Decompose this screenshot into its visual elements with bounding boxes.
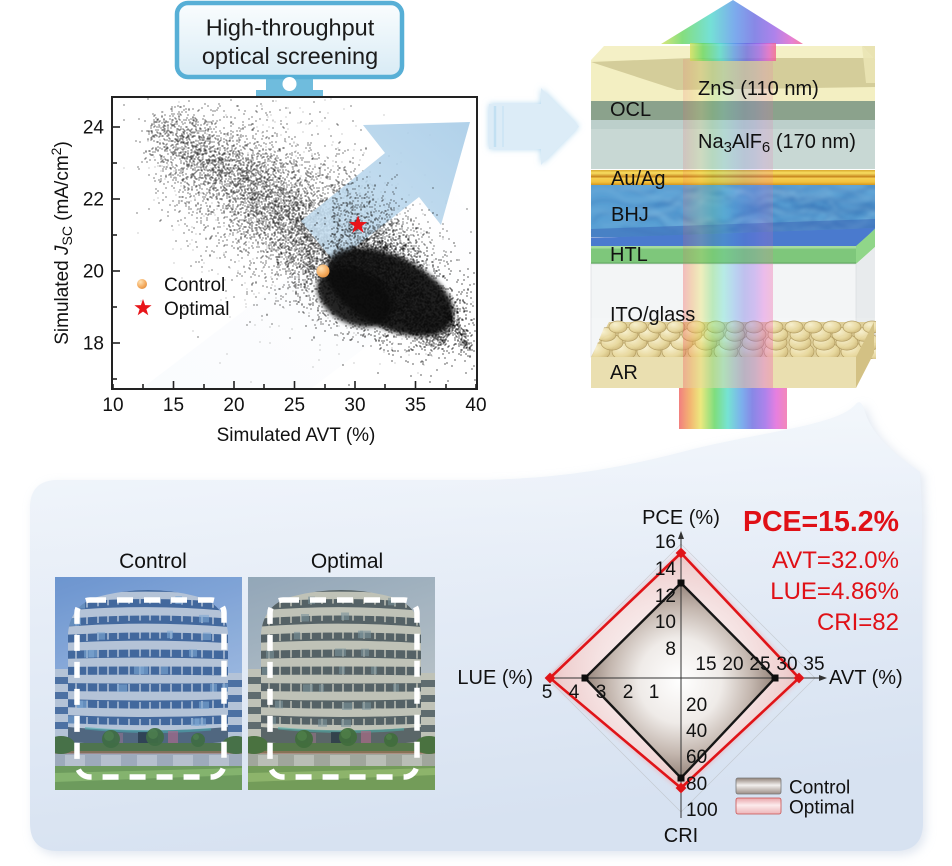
svg-text:PCE=15.2%: PCE=15.2% xyxy=(743,506,899,538)
svg-text:18: 18 xyxy=(83,334,104,355)
svg-text:20: 20 xyxy=(83,262,104,283)
svg-text:25: 25 xyxy=(749,654,770,675)
svg-text:1: 1 xyxy=(649,682,660,703)
svg-text:AVT (%): AVT (%) xyxy=(829,667,903,689)
svg-text:HTL: HTL xyxy=(610,244,648,266)
svg-text:10: 10 xyxy=(102,395,123,416)
svg-text:Control: Control xyxy=(789,778,850,799)
svg-text:24: 24 xyxy=(83,118,105,139)
svg-text:AVT=32.0%: AVT=32.0% xyxy=(772,547,899,574)
svg-text:40: 40 xyxy=(686,721,707,742)
svg-text:Optimal: Optimal xyxy=(789,798,854,819)
svg-text:25: 25 xyxy=(284,395,305,416)
svg-text:AR: AR xyxy=(610,362,638,384)
svg-text:CRI=82: CRI=82 xyxy=(817,609,899,636)
svg-text:Control: Control xyxy=(119,550,187,573)
svg-text:35: 35 xyxy=(803,654,824,675)
svg-text:22: 22 xyxy=(83,190,104,211)
svg-text:8: 8 xyxy=(665,639,676,660)
svg-text:15: 15 xyxy=(163,395,184,416)
svg-text:40: 40 xyxy=(465,395,486,416)
svg-text:BHJ: BHJ xyxy=(611,204,649,226)
svg-text:ZnS (110 nm): ZnS (110 nm) xyxy=(698,78,819,100)
svg-text:Optimal: Optimal xyxy=(311,550,383,573)
svg-text:2: 2 xyxy=(623,682,634,703)
svg-text:5: 5 xyxy=(542,682,553,703)
svg-text:Simulated AVT (%): Simulated AVT (%) xyxy=(217,425,376,446)
svg-text:16: 16 xyxy=(655,532,676,553)
svg-text:10: 10 xyxy=(655,612,676,633)
svg-text:OCL: OCL xyxy=(610,99,651,121)
svg-text:30: 30 xyxy=(344,395,365,416)
svg-text:optical screening: optical screening xyxy=(202,43,378,69)
svg-text:15: 15 xyxy=(695,654,716,675)
svg-text:60: 60 xyxy=(686,747,707,768)
svg-text:Control: Control xyxy=(164,275,225,296)
svg-text:LUE=4.86%: LUE=4.86% xyxy=(770,578,899,605)
svg-text:80: 80 xyxy=(686,774,707,795)
svg-text:14: 14 xyxy=(655,559,677,580)
svg-text:CRI: CRI xyxy=(664,825,698,847)
svg-text:35: 35 xyxy=(405,395,426,416)
svg-text:100: 100 xyxy=(686,800,718,821)
svg-text:ITO/glass: ITO/glass xyxy=(610,304,695,326)
svg-text:PCE (%): PCE (%) xyxy=(642,507,720,529)
svg-text:High-throughput: High-throughput xyxy=(206,15,375,41)
svg-text:Simulated JSC (mA/cm2): Simulated JSC (mA/cm2) xyxy=(48,141,75,345)
svg-text:Optimal: Optimal xyxy=(164,299,229,320)
svg-text:4: 4 xyxy=(569,682,580,703)
svg-text:LUE (%): LUE (%) xyxy=(457,667,533,689)
svg-text:30: 30 xyxy=(776,654,797,675)
svg-text:20: 20 xyxy=(686,695,707,716)
svg-text:3: 3 xyxy=(596,682,607,703)
svg-text:Na3AlF6 (170 nm): Na3AlF6 (170 nm) xyxy=(698,131,856,156)
svg-text:20: 20 xyxy=(223,395,244,416)
svg-text:20: 20 xyxy=(722,654,743,675)
svg-text:Au/Ag: Au/Ag xyxy=(611,168,665,190)
svg-text:12: 12 xyxy=(655,586,676,607)
